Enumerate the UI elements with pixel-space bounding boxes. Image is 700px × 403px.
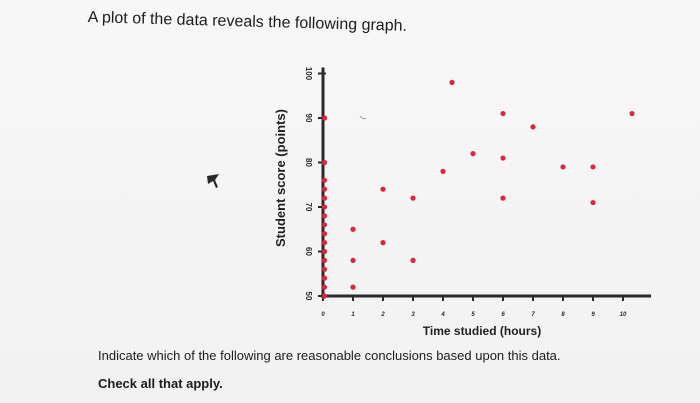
y-tick-label: 90	[304, 114, 313, 123]
data-point	[350, 257, 356, 263]
data-point	[500, 155, 506, 161]
data-point	[321, 222, 328, 228]
data-point	[321, 115, 328, 121]
data-point	[321, 177, 328, 183]
x-tick-label: 0	[321, 312, 325, 318]
x-tick-label: 5	[471, 312, 475, 318]
data-point	[321, 195, 328, 201]
x-axis-title: Time studied (hours)	[423, 324, 541, 338]
pen-mark	[359, 115, 367, 120]
data-point	[629, 110, 635, 117]
x-tick-label: 1	[351, 312, 355, 318]
data-point	[350, 226, 356, 232]
data-point	[321, 213, 328, 219]
x-tick-label: 8	[561, 312, 565, 318]
data-point	[590, 199, 596, 206]
data-point	[500, 110, 506, 117]
data-point	[380, 186, 386, 192]
data-point	[321, 159, 328, 166]
data-point	[321, 284, 328, 290]
x-tick-label: 4	[440, 312, 445, 318]
data-point	[321, 186, 328, 192]
data-point	[321, 275, 328, 281]
data-point	[470, 151, 476, 157]
data-point	[530, 124, 536, 130]
chart-plot-area: 0 1 2 3 4 5 6 7 8 9 10 50 60 70 80 90 100 Student score (…	[273, 67, 651, 338]
data-point	[321, 266, 328, 272]
data-point	[321, 257, 328, 263]
y-tick-label: 50	[304, 292, 313, 301]
y-tick-label: 100	[304, 67, 313, 81]
data-point	[321, 204, 328, 210]
data-point	[449, 79, 455, 85]
y-tick-label: 70	[304, 203, 313, 212]
check-all-instruction: Check all that apply.	[98, 376, 223, 391]
x-tick-label: 7	[531, 312, 535, 318]
data-point	[590, 164, 596, 170]
data-point	[380, 240, 386, 246]
data-point	[440, 168, 446, 174]
x-tick-label: 6	[501, 312, 505, 318]
y-axis-title: Student score (points)	[273, 109, 288, 247]
data-point	[410, 257, 416, 263]
x-tick-label: 2	[380, 312, 385, 318]
cursor-arrow-icon	[207, 174, 219, 188]
x-tick-label: 9	[591, 312, 595, 318]
data-point	[560, 164, 566, 170]
data-point	[321, 231, 328, 237]
question-text: Indicate which of the following are reas…	[98, 348, 561, 363]
x-tick-label: 10	[620, 312, 627, 318]
data-point	[350, 284, 356, 290]
data-point	[410, 195, 416, 201]
data-point	[500, 195, 506, 201]
data-point	[321, 240, 328, 246]
x-tick-label: 3	[411, 312, 415, 318]
y-tick-label: 60	[304, 247, 313, 256]
data-point	[321, 248, 328, 255]
data-point	[321, 293, 328, 299]
y-tick-label: 80	[304, 158, 313, 167]
